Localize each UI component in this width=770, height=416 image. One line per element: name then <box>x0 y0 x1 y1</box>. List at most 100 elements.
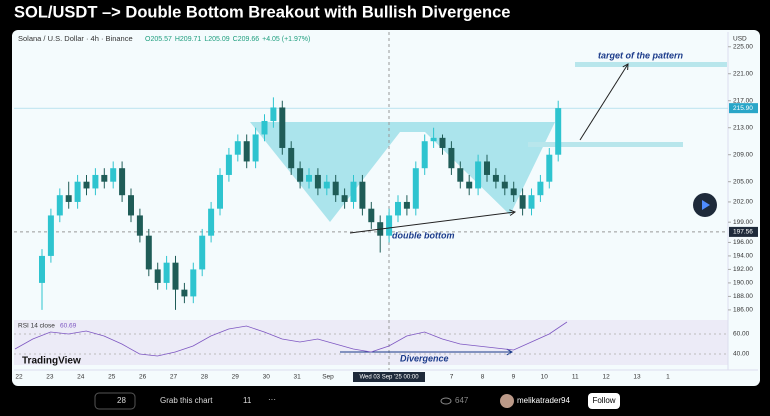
arrow <box>579 63 629 141</box>
candle-body <box>136 215 143 236</box>
candle-body <box>297 168 304 182</box>
y-tick-label: 221.00 <box>733 70 753 77</box>
play-icon <box>702 200 710 210</box>
candle-body <box>154 269 161 283</box>
y-tick-label: 186.00 <box>733 307 753 314</box>
arrow-head <box>506 348 514 356</box>
pattern-shape <box>250 122 555 222</box>
y-tick-label: 213.00 <box>733 124 753 131</box>
ohlc-value: O205.57 <box>145 36 172 43</box>
arrow-head <box>622 63 629 71</box>
x-tick-label: 24 <box>77 374 85 381</box>
candle-body <box>314 174 321 189</box>
candle-body <box>279 107 286 148</box>
y-tick-label: 196.00 <box>733 239 753 246</box>
candle-body <box>341 195 348 202</box>
candle-body <box>110 168 117 182</box>
candle-body <box>288 147 295 169</box>
candle-body <box>350 181 357 202</box>
x-tick-label: 11 <box>572 374 579 381</box>
annotation: double bottom <box>392 230 455 240</box>
candle-body <box>439 137 446 148</box>
candle-body <box>101 174 108 182</box>
target-zone <box>575 62 727 67</box>
y-tick-label: 205.00 <box>733 178 753 185</box>
eye-icon <box>440 397 452 405</box>
ohlc-value: H209.71 <box>175 36 202 43</box>
candle-body <box>128 195 134 216</box>
candle-body <box>39 255 45 283</box>
candle-body <box>217 174 223 209</box>
x-tick-label: Sep <box>322 374 334 381</box>
more[interactable]: ··· <box>268 395 276 404</box>
follow: Follow <box>592 396 615 405</box>
last-price-box <box>729 103 758 114</box>
crosshair-price-box <box>729 226 758 237</box>
candle-body <box>430 137 437 142</box>
title: SOL/USDT –> Double Bottom Breakout with … <box>14 3 510 21</box>
y-tick-label: 190.00 <box>733 280 753 287</box>
boosts: 28 <box>117 396 126 405</box>
candle-body <box>386 215 393 236</box>
ohlc-value: +4.05 (+1.97%) <box>262 36 310 43</box>
grab-chart[interactable]: Grab this chart <box>160 396 213 405</box>
x-tick-label: 22 <box>15 374 23 381</box>
rsi-tick-label: 40.00 <box>733 351 750 358</box>
candle-body <box>519 195 526 209</box>
candle-body <box>412 168 419 209</box>
crosshair-label-bg <box>353 372 425 382</box>
y-tick-label: 217.00 <box>733 97 753 104</box>
comments[interactable]: 11 <box>243 396 252 405</box>
annotation: Divergence <box>400 353 449 363</box>
candle-body <box>119 168 126 196</box>
candle-body <box>555 108 562 155</box>
candle-body <box>163 262 170 283</box>
candle-body <box>270 107 277 121</box>
author[interactable]: melikatrader94 <box>517 396 570 405</box>
ohlc-value: C209.66 <box>233 36 260 43</box>
x-tick-label: 31 <box>293 374 301 381</box>
candle-body <box>74 181 81 202</box>
candle-body <box>145 235 152 270</box>
candle-body <box>323 181 330 189</box>
candle-body <box>492 174 499 182</box>
candle-body <box>332 181 339 196</box>
candle-body <box>501 181 508 189</box>
x-tick-label: 12 <box>602 374 610 381</box>
candle-body <box>83 181 90 189</box>
y-tick-label: 199.00 <box>733 219 753 226</box>
boost-button[interactable] <box>94 392 136 410</box>
crosshair-price-label: 197.56 <box>733 229 753 236</box>
crosshair-label: Wed 03 Sep '25 00:00 <box>359 375 419 381</box>
rsi-tick-label: 60.00 <box>733 331 750 338</box>
candle-body <box>92 174 99 189</box>
x-tick-label: 23 <box>46 374 54 381</box>
candle-body <box>403 201 410 209</box>
symbol: Solana / U.S. Dollar · 4h · Binance <box>18 34 133 43</box>
last-price-label: 215.90 <box>733 105 753 112</box>
candle-body <box>537 181 544 196</box>
follow-button[interactable] <box>588 393 620 409</box>
x-tick-label: 1 <box>666 374 670 381</box>
candle-body <box>466 181 473 189</box>
y-tick-label: 202.00 <box>733 199 753 206</box>
x-tick-label: 10 <box>541 374 549 381</box>
y-tick-label: 209.00 <box>733 151 753 158</box>
x-tick-label: 9 <box>512 374 516 381</box>
x-tick-label: 30 <box>263 374 271 381</box>
candle-body <box>457 168 464 182</box>
candle-body <box>484 161 490 175</box>
arrow-head <box>509 209 517 216</box>
candle-body <box>243 141 250 162</box>
ohlc-value: L205.09 <box>204 36 229 43</box>
candle-body <box>395 201 401 216</box>
rsi-panel <box>14 320 728 365</box>
rsi-current: 60.69 <box>60 323 77 330</box>
x-tick-label: 26 <box>139 374 147 381</box>
x-tick-label: 8 <box>481 374 485 381</box>
candle-body <box>359 181 366 209</box>
candle-body <box>368 208 375 223</box>
x-tick-label: 28 <box>201 374 209 381</box>
candle-body <box>225 154 232 175</box>
avatar[interactable] <box>500 394 514 408</box>
